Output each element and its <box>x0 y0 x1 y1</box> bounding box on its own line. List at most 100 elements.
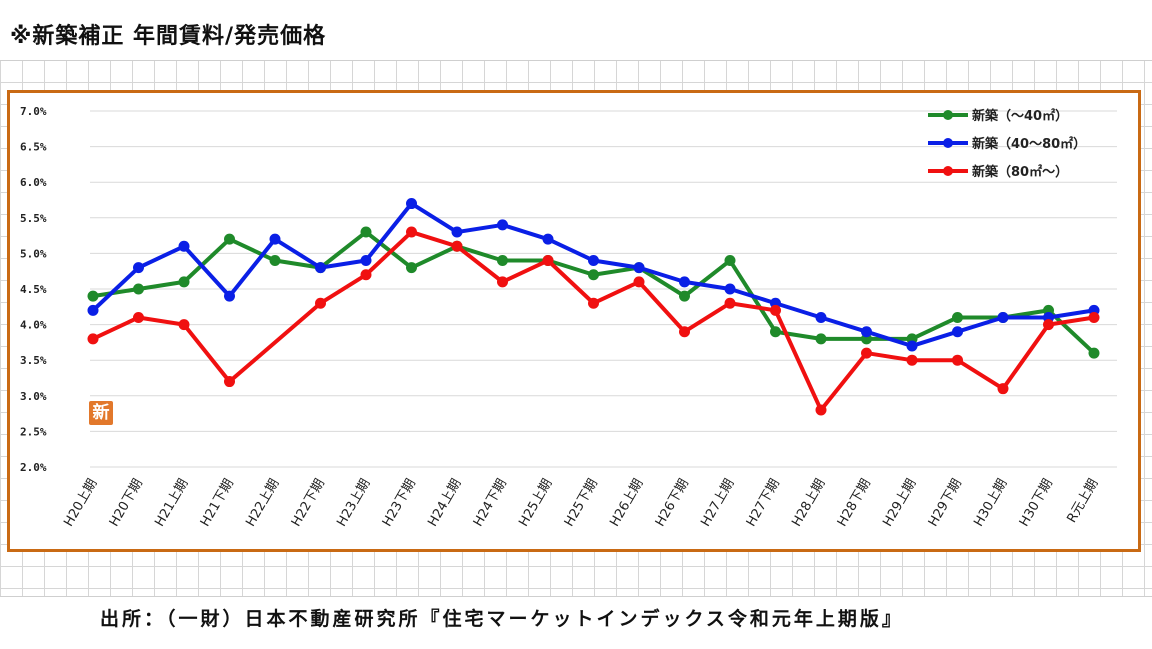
legend-marker-1 <box>943 138 953 148</box>
series-point-0 <box>269 255 281 267</box>
x-tick-label: H30上期 <box>971 477 1010 530</box>
x-tick-label: H27上期 <box>698 477 737 530</box>
series-point-1 <box>269 233 281 245</box>
series-point-2 <box>997 383 1009 395</box>
series-point-0 <box>224 233 235 245</box>
page-footer <box>0 596 1152 649</box>
y-tick-label: 6.5% <box>20 141 47 154</box>
series-point-2 <box>1043 319 1054 331</box>
y-tick-label: 3.5% <box>20 354 47 367</box>
series-point-1 <box>952 326 963 338</box>
series-point-2 <box>1088 311 1100 323</box>
series-point-0 <box>724 255 736 267</box>
x-tick-label: H21上期 <box>152 477 191 530</box>
new-badge-icon: 新 <box>89 401 113 425</box>
series-point-1 <box>588 255 599 267</box>
series-point-1 <box>315 262 326 274</box>
series-point-2 <box>133 311 144 323</box>
x-tick-label: H21下期 <box>198 477 237 530</box>
series-point-2 <box>224 376 235 388</box>
series-point-1 <box>406 198 417 210</box>
series-point-2 <box>360 269 372 281</box>
page-title: ※新築補正 年間賃料/発売価格 <box>10 24 327 49</box>
series-point-2 <box>451 240 463 252</box>
y-tick-label: 4.5% <box>20 283 47 296</box>
series-point-1 <box>133 262 144 274</box>
x-tick-label: H29下期 <box>926 477 965 530</box>
y-tick-label: 5.5% <box>20 212 47 225</box>
y-tick-label: 2.5% <box>20 425 47 438</box>
legend-label-2: 新築（80㎡～） <box>972 164 1068 180</box>
x-tick-label: H22上期 <box>243 477 282 530</box>
series-point-0 <box>679 290 690 302</box>
x-tick-label: R元上期 <box>1064 477 1101 526</box>
y-tick-label: 7.0% <box>20 105 47 118</box>
page-header: ※新築補正 年間賃料/発売価格 <box>0 0 1152 61</box>
x-tick-label: H26下期 <box>653 477 692 530</box>
x-tick-label: H24上期 <box>425 477 464 530</box>
series-point-1 <box>542 233 554 245</box>
series-point-0 <box>1088 347 1100 359</box>
series-point-0 <box>815 333 827 345</box>
y-tick-label: 5.0% <box>20 247 47 260</box>
series-point-1 <box>633 262 645 274</box>
series-point-0 <box>178 276 190 288</box>
series-point-2 <box>497 276 508 288</box>
series-point-2 <box>815 404 827 416</box>
series-point-2 <box>724 297 736 309</box>
series-point-1 <box>178 240 190 252</box>
series-point-2 <box>861 347 872 359</box>
series-point-2 <box>178 319 190 331</box>
series-point-2 <box>952 354 963 366</box>
series-point-1 <box>724 283 736 295</box>
series-point-0 <box>133 283 144 295</box>
series-point-1 <box>497 219 508 231</box>
series-point-1 <box>997 311 1009 323</box>
series-point-2 <box>633 276 645 288</box>
legend-label-1: 新築（40～80㎡） <box>972 136 1086 152</box>
series-point-2 <box>770 304 781 316</box>
x-tick-label: H23上期 <box>334 477 373 530</box>
legend-label-0: 新築（～40㎡） <box>972 108 1068 124</box>
series-point-0 <box>770 326 781 338</box>
series-point-2 <box>315 297 326 309</box>
series-point-1 <box>87 304 99 316</box>
series-point-1 <box>906 340 918 352</box>
source-citation: 出所：（一財）日本不動産研究所『住宅マーケットインデックス令和元年上期版』 <box>100 608 904 630</box>
series-point-0 <box>87 290 99 302</box>
x-tick-label: H29上期 <box>880 477 919 530</box>
series-point-0 <box>497 255 508 267</box>
x-tick-label: H28下期 <box>835 477 874 530</box>
series-point-2 <box>906 354 918 366</box>
x-tick-label: H30下期 <box>1017 477 1056 530</box>
y-tick-label: 3.0% <box>20 390 47 403</box>
x-tick-label: H27下期 <box>744 477 783 530</box>
series-point-1 <box>224 290 235 302</box>
x-tick-label: H20上期 <box>61 477 100 530</box>
series-line-2 <box>92 230 1095 413</box>
series-point-2 <box>406 226 417 238</box>
series-point-1 <box>861 326 872 338</box>
x-tick-label: H20下期 <box>107 477 146 530</box>
series-point-2 <box>588 297 599 309</box>
series-point-0 <box>588 269 599 281</box>
y-tick-label: 6.0% <box>20 176 47 189</box>
series-point-1 <box>679 276 690 288</box>
x-tick-label: H22下期 <box>289 477 328 530</box>
series-point-0 <box>952 311 963 323</box>
series-point-2 <box>679 326 690 338</box>
series-point-1 <box>815 311 827 323</box>
x-tick-label: H25上期 <box>516 477 555 530</box>
y-tick-label: 4.0% <box>20 319 47 332</box>
x-tick-label: H25下期 <box>562 477 601 530</box>
series-point-2 <box>87 333 99 345</box>
series-point-0 <box>360 226 372 238</box>
legend-marker-2 <box>943 166 953 176</box>
series-point-2 <box>542 255 554 267</box>
x-tick-label: H28上期 <box>789 477 828 530</box>
series-point-0 <box>406 262 417 274</box>
x-tick-label: H23下期 <box>380 477 419 530</box>
series-point-1 <box>360 255 372 267</box>
y-tick-label: 2.0% <box>20 461 47 474</box>
legend-marker-0 <box>943 110 953 120</box>
